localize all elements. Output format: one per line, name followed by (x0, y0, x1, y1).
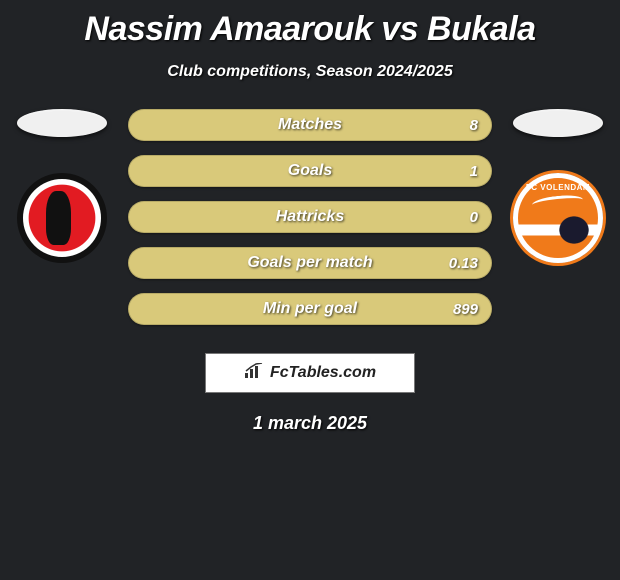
stat-row: Goals1 (128, 155, 492, 187)
page-title: Nassim Amaarouk vs Bukala (0, 0, 620, 49)
right-crest-label: FC VOLENDAM (518, 183, 598, 192)
stat-value-right: 0 (470, 201, 478, 233)
left-crest (17, 173, 107, 263)
stat-label: Min per goal (128, 293, 492, 325)
stat-row: Matches8 (128, 109, 492, 141)
stat-label: Goals per match (128, 247, 492, 279)
stat-label: Hattricks (128, 201, 492, 233)
stat-label: Goals (128, 155, 492, 187)
stat-label: Matches (128, 109, 492, 141)
right-crest: FC VOLENDAM (513, 173, 603, 263)
stat-value-right: 1 (470, 155, 478, 187)
right-side: FC VOLENDAM (500, 109, 616, 263)
stat-row: Goals per match0.13 (128, 247, 492, 279)
stat-value-right: 899 (453, 293, 478, 325)
stat-value-right: 8 (470, 109, 478, 141)
comparison-main: Matches8Goals1Hattricks0Goals per match0… (0, 109, 620, 339)
subtitle: Club competitions, Season 2024/2025 (0, 63, 620, 81)
date-label: 1 march 2025 (0, 413, 620, 434)
chart-icon (244, 363, 264, 384)
stat-row: Hattricks0 (128, 201, 492, 233)
left-side (4, 109, 120, 263)
left-flag (17, 109, 107, 137)
brand-box[interactable]: FcTables.com (205, 353, 415, 393)
stats-list: Matches8Goals1Hattricks0Goals per match0… (120, 109, 500, 339)
stat-row: Min per goal899 (128, 293, 492, 325)
brand-text: FcTables.com (270, 364, 376, 382)
stat-value-right: 0.13 (449, 247, 478, 279)
right-flag (513, 109, 603, 137)
